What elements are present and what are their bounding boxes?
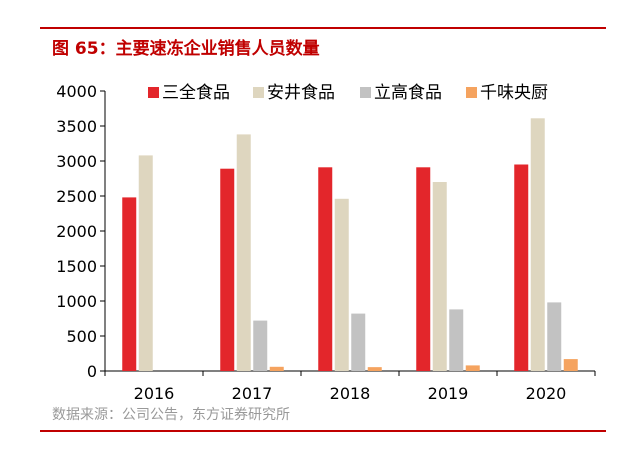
bar (449, 309, 464, 371)
bar (530, 118, 545, 371)
x-tick-label: 2016 (134, 384, 175, 403)
bar (122, 197, 137, 371)
y-tick-label: 0 (87, 362, 97, 381)
bar (220, 168, 235, 371)
bar (318, 167, 333, 371)
bar (514, 164, 529, 371)
y-tick-label: 500 (66, 327, 97, 346)
chart-area: 0 500 1000 1500 2000 2500 3000 3500 4000 2016 2017… (0, 70, 631, 410)
y-tick-label: 1000 (56, 292, 97, 311)
bar (253, 320, 268, 371)
bar (138, 155, 153, 371)
legend-swatch (148, 87, 159, 98)
figure-title: 图 65：主要速冻企业销售人员数量 (52, 39, 320, 59)
top-rule (40, 27, 606, 29)
x-tick-label: 2020 (526, 384, 567, 403)
bar (432, 182, 447, 371)
y-tick-label: 3000 (56, 152, 97, 171)
bar (465, 365, 480, 371)
bar (236, 134, 251, 371)
x-tick-label: 2019 (428, 384, 469, 403)
bottom-rule (40, 430, 606, 432)
bar-chart: 0 500 1000 1500 2000 2500 3000 3500 4000 2016 2017… (56, 82, 596, 403)
source-note: 数据来源：公司公告，东方证券研究所 (52, 407, 290, 423)
bar (367, 367, 382, 371)
y-tick-label: 3500 (56, 117, 97, 136)
y-tick-label: 4000 (56, 82, 97, 101)
bar (416, 167, 431, 371)
legend-label: 千味央厨 (480, 83, 548, 103)
y-tick-label: 2500 (56, 187, 97, 206)
x-tick-label: 2017 (232, 384, 273, 403)
x-tick-label: 2018 (330, 384, 371, 403)
bar (563, 359, 578, 371)
legend-label: 安井食品 (267, 83, 335, 103)
bar (334, 198, 349, 371)
y-tick-label: 1500 (56, 257, 97, 276)
bar (547, 302, 562, 371)
legend-swatch (253, 87, 264, 98)
bar (351, 313, 366, 371)
legend-label: 三全食品 (162, 83, 230, 103)
bar (269, 366, 284, 371)
legend-swatch (360, 87, 371, 98)
legend-swatch (466, 87, 477, 98)
y-tick-label: 2000 (56, 222, 97, 241)
legend-label: 立高食品 (374, 83, 442, 103)
